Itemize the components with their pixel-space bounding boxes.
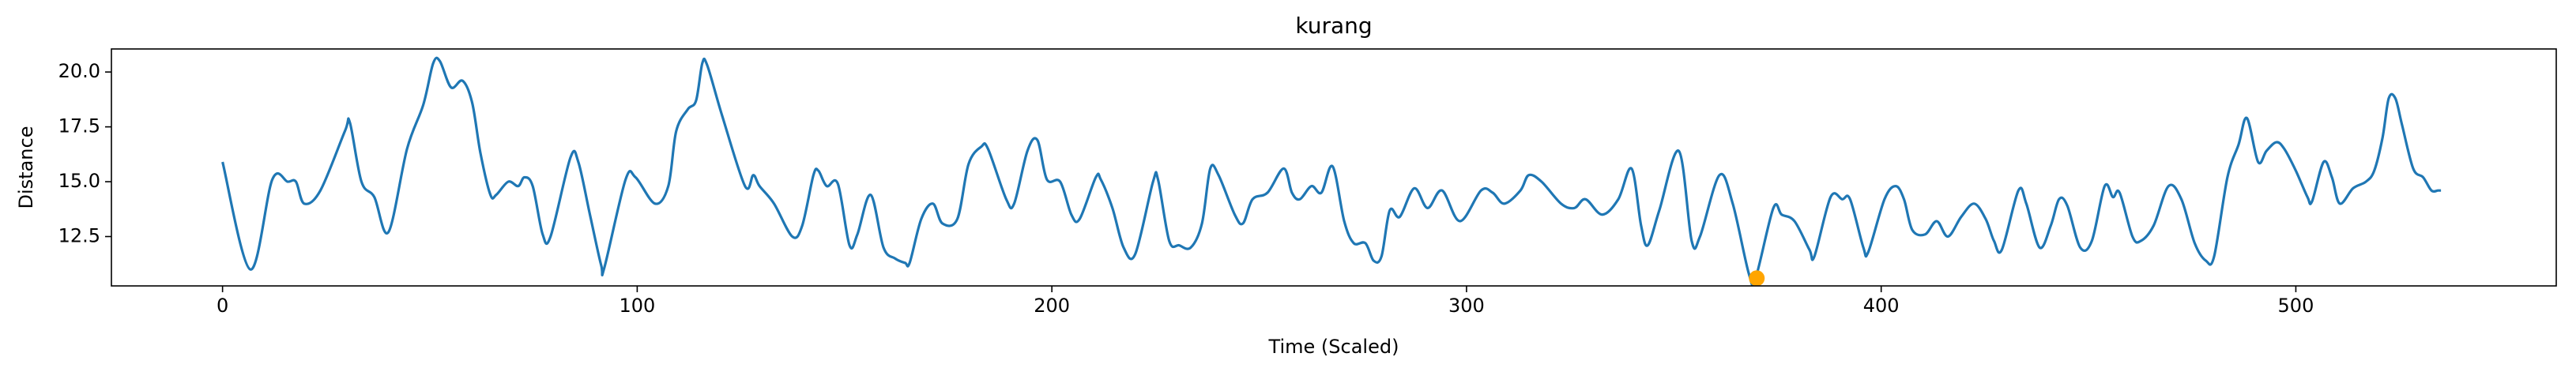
chart-title: kurang	[1295, 13, 1372, 39]
x-axis-label: Time (Scaled)	[1268, 336, 1399, 358]
x-tick-label: 500	[2278, 295, 2314, 317]
y-tick-label: 17.5	[58, 115, 100, 137]
plot-frame	[111, 48, 2557, 287]
x-tick-label: 100	[619, 295, 655, 317]
y-tick-label: 12.5	[58, 225, 100, 247]
marker-point	[1749, 270, 1765, 287]
y-axis-label: Distance	[15, 126, 37, 209]
x-tick-label: 400	[1863, 295, 1900, 317]
y-tick-label: 15.0	[58, 170, 100, 192]
x-tick-label: 200	[1034, 295, 1070, 317]
data-line	[221, 56, 2442, 287]
x-tick-label: 0	[217, 295, 228, 317]
y-tick-label: 20.0	[58, 60, 100, 82]
x-tick-label: 300	[1448, 295, 1485, 317]
